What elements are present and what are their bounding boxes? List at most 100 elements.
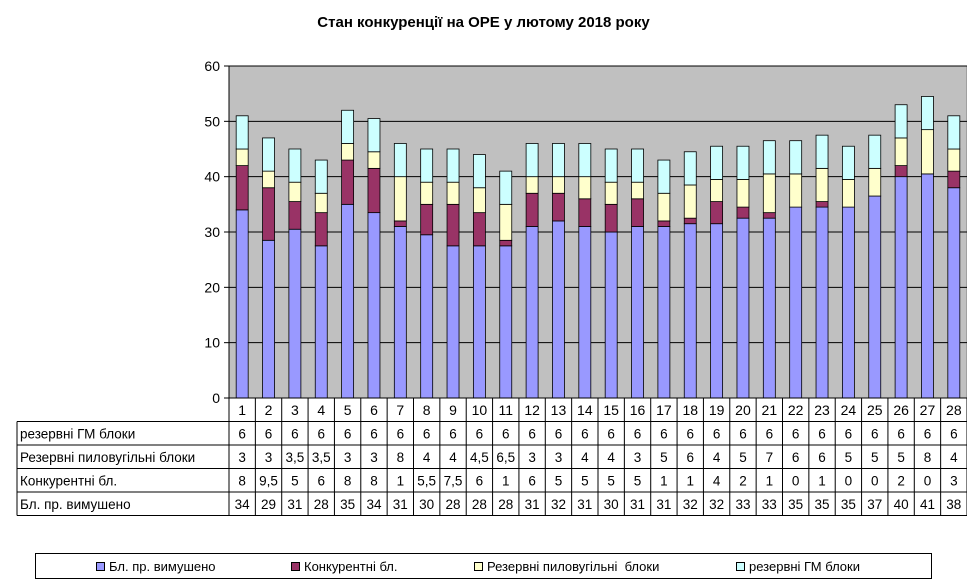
table-row-label: резервні ГМ блоки [20, 427, 135, 442]
data-label: 28 [314, 497, 329, 512]
data-label: 1 [766, 474, 774, 489]
data-label: 30 [419, 497, 434, 512]
data-label: 38 [946, 497, 961, 512]
bar-segment [736, 206, 750, 219]
data-label: 6 [370, 427, 378, 442]
data-label: 40 [894, 497, 909, 512]
bar-segment [314, 159, 328, 194]
data-label: 6 [476, 474, 484, 489]
x-tick-label: 5 [344, 402, 352, 418]
x-tick-label: 28 [946, 402, 962, 418]
bar-segment [525, 226, 539, 399]
legend-entry: Конкурентні бл. [291, 559, 398, 574]
data-label: 1 [502, 474, 510, 489]
table-row-label: Конкурентні бл. [20, 474, 117, 489]
data-label: 6 [238, 427, 246, 442]
data-label: 6 [686, 427, 694, 442]
data-label: 6 [766, 427, 774, 442]
data-label: 3 [344, 450, 352, 465]
data-label: 6 [950, 427, 958, 442]
bar-segment [314, 245, 328, 399]
data-label: 6 [924, 427, 932, 442]
bar-segment [367, 118, 381, 153]
bar-segment [710, 223, 724, 399]
x-tick-label: 18 [682, 402, 698, 418]
bar-segment [341, 109, 355, 144]
data-label: 5 [739, 450, 747, 465]
bar-segment [288, 148, 302, 183]
bar-segment [815, 201, 829, 208]
data-label: 3 [238, 450, 246, 465]
x-tick-label: 20 [735, 402, 751, 418]
bar-segment [789, 173, 803, 208]
bar-segment [762, 217, 776, 399]
data-label: 31 [393, 497, 408, 512]
x-tick-label: 16 [630, 402, 646, 418]
legend-entry: Резервні пиловугільні блоки [474, 559, 659, 574]
data-label: 6 [607, 427, 615, 442]
x-tick-label: 11 [498, 402, 513, 418]
data-label: 34 [366, 497, 382, 512]
bar-segment [894, 137, 908, 167]
data-label: 32 [683, 497, 698, 512]
bar-segment [420, 234, 434, 399]
data-label: 5 [634, 474, 642, 489]
data-label: 7 [766, 450, 774, 465]
data-label: 6 [581, 427, 589, 442]
data-label: 31 [577, 497, 592, 512]
chart-title: Стан конкуренції на ОРЕ у лютому 2018 ро… [317, 14, 650, 31]
bar-segment [815, 206, 829, 399]
bar-segment [446, 245, 460, 399]
x-tick-label: 9 [449, 402, 457, 418]
bar-segment [341, 159, 355, 205]
data-label: 35 [815, 497, 830, 512]
y-tick-label: 30 [204, 224, 220, 240]
data-label: 0 [792, 474, 800, 489]
data-label: 6 [660, 427, 668, 442]
data-label: 6 [845, 427, 853, 442]
y-tick-label: 40 [204, 169, 220, 185]
data-label: 6 [871, 427, 879, 442]
bar-segment [947, 170, 961, 189]
data-label: 4 [449, 450, 457, 465]
data-label: 5 [871, 450, 879, 465]
x-tick-label: 7 [396, 402, 404, 418]
bar-segment [683, 184, 697, 219]
bar-segment [762, 173, 776, 214]
bar-segment [868, 195, 882, 399]
data-label: 8 [397, 450, 405, 465]
data-label: 8 [344, 474, 352, 489]
bar-segment [683, 151, 697, 186]
x-tick-label: 13 [551, 402, 567, 418]
bar-segment [420, 148, 434, 183]
x-tick-label: 21 [762, 402, 778, 418]
data-label: 35 [841, 497, 856, 512]
data-label: 28 [472, 497, 487, 512]
x-tick-label: 23 [814, 402, 830, 418]
legend-swatch [736, 561, 745, 571]
legend-label: Резервні пиловугільні блоки [487, 558, 660, 574]
x-tick-label: 10 [472, 402, 488, 418]
bar-segment [894, 104, 908, 139]
bar-segment [921, 129, 934, 175]
bar-segment [841, 145, 855, 180]
data-label: 5 [291, 474, 299, 489]
data-label: 3 [370, 450, 378, 465]
data-label: 2 [739, 474, 747, 489]
data-label: 6 [739, 427, 747, 442]
bar-segment [393, 226, 407, 399]
data-label: 5 [581, 474, 589, 489]
x-tick-label: 22 [788, 402, 804, 418]
data-label: 3 [265, 450, 273, 465]
bar-segment [472, 212, 486, 247]
table-row-label: Резервні пиловугільні блоки [20, 450, 195, 465]
bar-segment [815, 134, 829, 169]
data-label: 1 [397, 474, 405, 489]
bar-segment [631, 198, 644, 227]
bar-segment [314, 212, 328, 247]
bar-segment [367, 167, 381, 214]
x-tick-label: 2 [265, 402, 273, 418]
x-tick-label: 27 [920, 402, 936, 418]
legend-swatch [96, 561, 105, 571]
